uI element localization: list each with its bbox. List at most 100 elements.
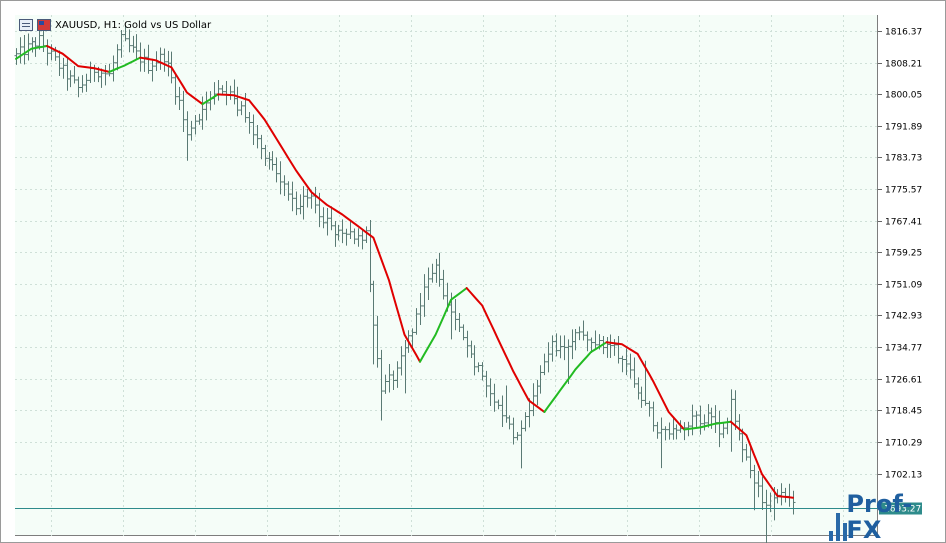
price-bar [496, 399, 501, 410]
y-axis-tick-label: 1767.41 [885, 218, 922, 228]
price-bar [725, 417, 730, 435]
price-bar [484, 370, 489, 398]
price-bar [356, 228, 361, 247]
price-bar [387, 364, 392, 393]
price-bar [348, 221, 353, 240]
price-bar [255, 124, 260, 149]
price-bar [239, 101, 244, 116]
price-bar [259, 134, 264, 160]
price-bar [286, 181, 291, 201]
price-bar [570, 329, 575, 360]
price-bar [189, 120, 194, 141]
y-axis-tick-label: 1710.29 [885, 439, 922, 449]
price-bar [336, 224, 341, 241]
price-bar [111, 55, 116, 82]
price-bar [636, 377, 641, 400]
flag-icon[interactable] [37, 19, 51, 31]
price-bar [434, 258, 439, 283]
price-bar [519, 420, 524, 469]
price-bar [290, 181, 295, 212]
price-bar [57, 50, 62, 77]
price-bar [577, 326, 582, 341]
price-bar [608, 334, 613, 358]
price-bar [422, 274, 427, 317]
moving-average-down-segment [139, 56, 204, 106]
price-bar [585, 331, 590, 352]
price-bar [465, 330, 470, 358]
price-bar [298, 194, 303, 215]
price-bar [22, 35, 27, 65]
price-bar [430, 263, 435, 283]
price-bar [713, 405, 718, 433]
price-bar [395, 361, 400, 388]
price-bar [779, 483, 784, 506]
price-bar [558, 335, 563, 359]
y-axis-tick-label: 1808.21 [885, 60, 922, 70]
price-bar [593, 330, 598, 350]
price-bar [228, 85, 233, 100]
moving-average-up-segment [543, 341, 608, 413]
price-bar [573, 329, 578, 351]
moving-average-layer [15, 45, 794, 499]
table-icon[interactable] [19, 19, 33, 31]
price-bar [504, 385, 509, 423]
price-bar [294, 191, 299, 216]
price-bar [45, 39, 50, 66]
moving-average-up-segment [201, 93, 219, 106]
price-bar [690, 404, 695, 436]
price-bar [694, 411, 699, 428]
price-bar [531, 383, 536, 417]
price-bar [321, 207, 326, 229]
price-bar [538, 365, 543, 394]
price-bar [247, 111, 252, 134]
price-bar [379, 349, 384, 421]
price-bar [216, 79, 221, 101]
moving-average-down-segment [465, 287, 546, 413]
price-bar [18, 37, 23, 64]
price-bar [72, 66, 77, 84]
price-bar [651, 401, 656, 432]
y-axis-tick-label: 1783.73 [885, 154, 922, 164]
price-bar [542, 353, 547, 376]
price-bar [181, 90, 186, 133]
price-bar [418, 292, 423, 326]
price-bar [76, 76, 81, 98]
price-bar [68, 70, 73, 88]
price-bar [721, 422, 726, 439]
price-bar [200, 96, 205, 130]
price-bar [270, 151, 275, 171]
price-bar [80, 75, 85, 93]
price-bar [717, 410, 722, 448]
y-axis-tick-label: 1775.57 [885, 186, 922, 196]
price-bar [639, 386, 644, 408]
moving-average-up-segment [683, 420, 732, 431]
price-bar [360, 229, 365, 250]
price-bar [453, 299, 458, 331]
price-bar [752, 464, 757, 511]
price-bar [605, 336, 610, 358]
price-bar [674, 424, 679, 440]
price-bar [142, 48, 147, 72]
price-bar [391, 370, 396, 391]
price-bar [624, 348, 629, 376]
y-axis-tick-label: 1751.09 [885, 281, 922, 291]
price-bar [119, 30, 124, 58]
plot-area[interactable] [15, 15, 878, 536]
y-axis-tick-label: 1742.93 [885, 312, 922, 322]
price-bar [414, 308, 419, 335]
price-bar [263, 144, 268, 167]
y-axis-tick-label: 1816.37 [885, 28, 922, 38]
price-bar [410, 328, 415, 348]
price-bar [554, 333, 559, 357]
price-bar [461, 324, 466, 341]
price-bar [472, 345, 477, 376]
price-bar [173, 72, 178, 105]
price-bar [344, 228, 349, 246]
price-bar [787, 483, 792, 507]
price-bar [364, 226, 369, 244]
price-bar [177, 86, 182, 110]
y-axis-tick-label: 1734.77 [885, 344, 922, 354]
